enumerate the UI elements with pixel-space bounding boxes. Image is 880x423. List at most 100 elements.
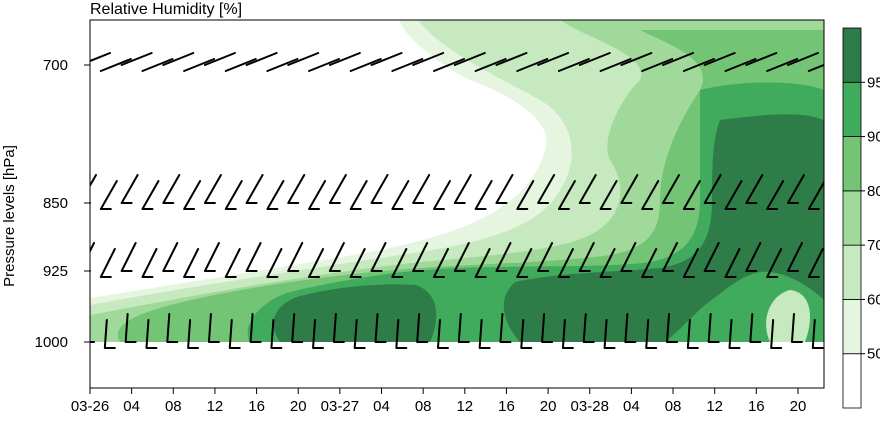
colorbar-segment [842,244,862,300]
wind-barb [120,242,137,272]
humidity-contour-80-top [760,32,795,53]
wind-barb [703,242,720,272]
x-tick-label: 04 [123,398,140,415]
wind-barb [183,180,202,210]
wind-barb [641,248,658,278]
wind-barb [391,180,410,210]
wind-barb [745,52,778,66]
wind-barb [90,52,111,63]
wind-barb [395,319,408,349]
x-tick-label: 03-28 [571,398,609,415]
wind-barb [183,248,200,278]
wind-barb [745,174,764,204]
wind-barb [703,174,722,204]
colorbar-tick-label: 95 [867,74,880,91]
x-tick-label: 08 [415,398,432,415]
wind-barb [162,174,181,204]
colorbar: 50 60 70 80 90 95 [842,27,880,409]
y-tick-label: 1000 [35,334,68,351]
wind-barb [99,58,132,72]
wind-barb [620,52,653,66]
wind-barb [370,242,387,272]
wind-barb [766,248,783,278]
wind-barb [474,248,491,278]
x-tick-label: 16 [748,398,765,415]
wind-barb [224,180,243,210]
wind-barb [245,174,264,204]
wind-barb [124,313,137,343]
wind-barb [682,58,715,72]
wind-barb [682,248,699,278]
wind-barb [245,242,262,272]
wind-barb [412,52,445,66]
wind-barb [703,52,736,66]
x-tick-label: 08 [665,398,682,415]
wind-barb [578,174,597,204]
wind-barb [537,242,554,272]
colorbar-tick-label: 50 [867,346,880,363]
below-surface [90,342,824,388]
wind-barb [537,174,556,204]
y-axis: 700 850 925 1000 [35,57,90,351]
wind-barb [728,319,741,349]
wind-barb [141,180,160,210]
wind-barb [349,58,382,72]
wind-barb [749,313,762,343]
wind-barb [561,319,574,349]
wind-barb [332,313,345,343]
wind-barb [266,180,285,210]
wind-barb [224,58,257,72]
x-tick-label: 20 [540,398,557,415]
x-tick-label: 03-26 [71,398,109,415]
wind-barb [582,313,595,343]
wind-barb [228,319,241,349]
wind-barb [162,242,179,272]
wind-barb [391,248,408,278]
wind-barb [203,242,220,272]
wind-barb [103,319,116,349]
wind-barb [90,242,95,272]
wind-barb [807,248,824,278]
wind-barb [478,319,491,349]
y-tick-label: 700 [43,57,68,74]
wind-barb [166,313,179,343]
wind-barb [724,248,741,278]
wind-barb [724,180,743,210]
wind-barb [416,313,429,343]
wind-barb [682,180,701,210]
wind-barb [183,58,216,72]
y-tick-label: 925 [43,263,68,280]
x-tick-label: 12 [706,398,723,415]
wind-barb [603,319,616,349]
x-tick-label: 12 [456,398,473,415]
wind-barb [495,242,512,272]
wind-barb [432,248,449,278]
wind-barb [120,174,139,204]
wind-barb [270,319,283,349]
wind-barb [245,52,278,66]
wind-barb [745,242,762,272]
wind-barb [495,52,528,66]
wind-barb [516,58,549,72]
wind-barb [457,313,470,343]
wind-barb [811,319,824,349]
wind-barb [786,242,803,272]
wind-barb [599,58,632,72]
wind-barb [312,319,325,349]
wind-barb [308,180,327,210]
wind-barb [453,52,486,66]
colorbar-segment [842,353,862,409]
wind-barb [370,174,389,204]
wind-barb [499,313,512,343]
wind-barb [516,248,533,278]
wind-barb [557,248,574,278]
wind-barb [349,180,368,210]
wind-barb [120,52,153,66]
wind-barb [328,242,345,272]
wind-barb [353,319,366,349]
wind-barb [641,180,660,210]
wind-barb [686,319,699,349]
humidity-contour-95 [503,114,824,342]
x-tick-label: 16 [248,398,265,415]
